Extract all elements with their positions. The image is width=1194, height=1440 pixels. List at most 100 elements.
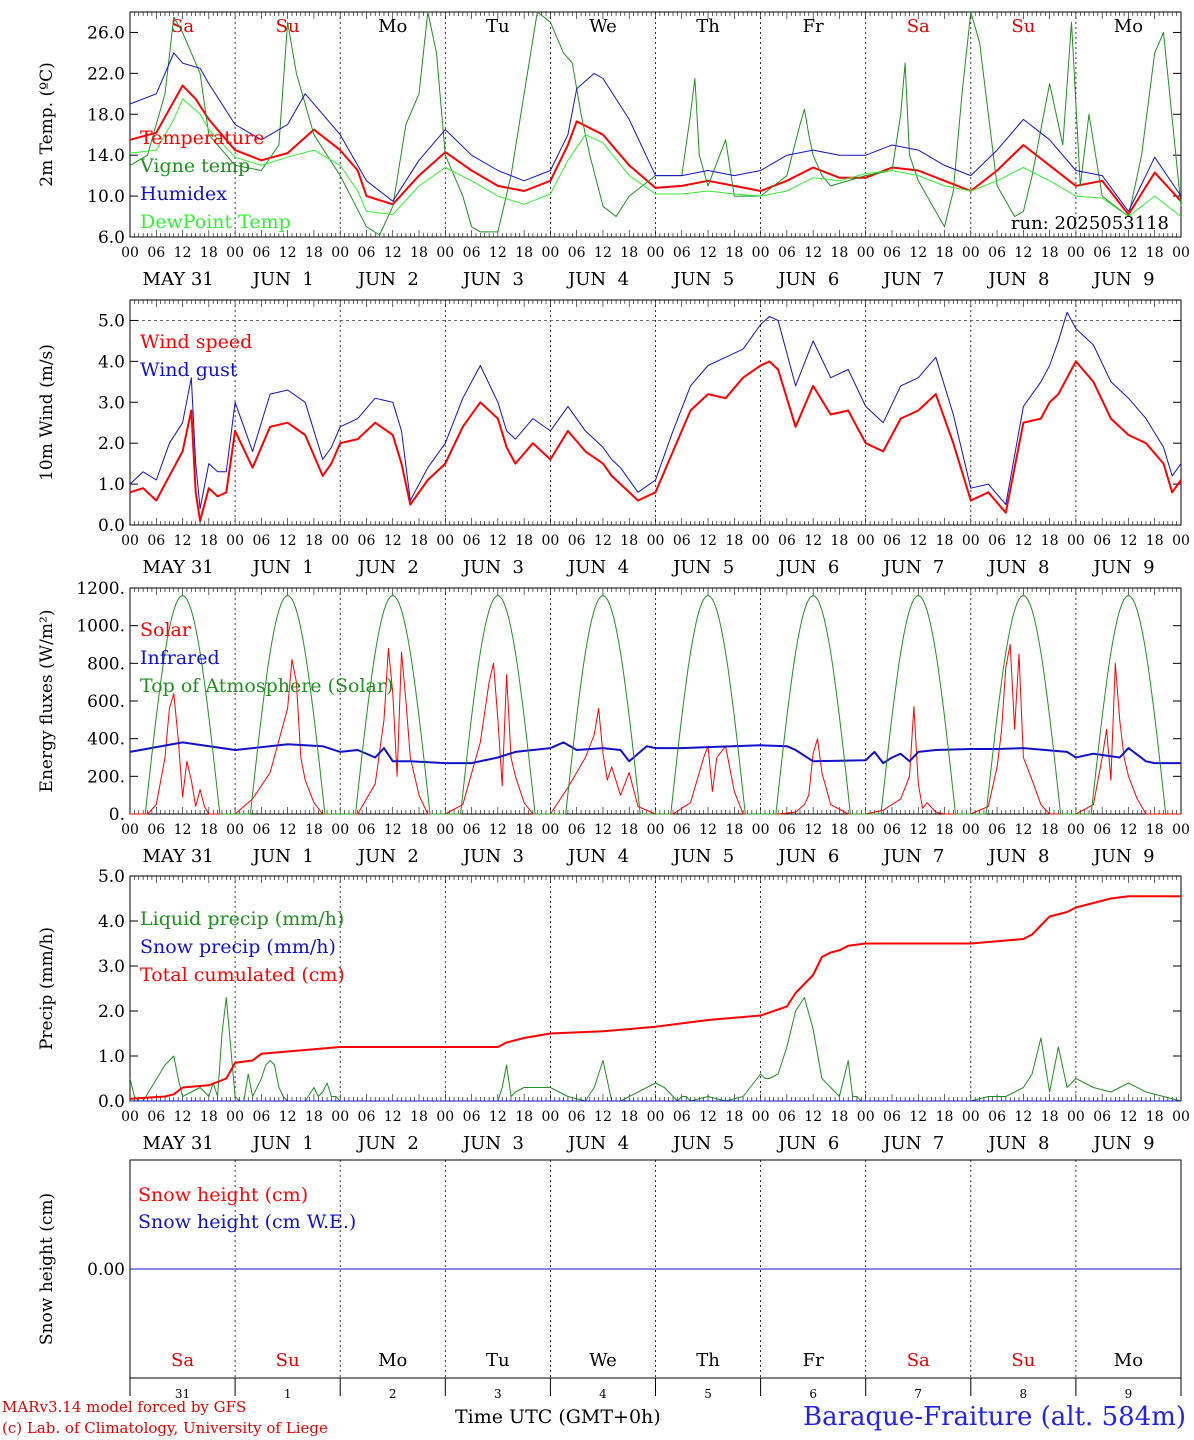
hour-label: 06 (1093, 1109, 1111, 1125)
hour-label: 00 (331, 822, 349, 838)
hour-label: 18 (200, 1109, 218, 1125)
hour-label: 06 (358, 245, 376, 261)
hour-label: 00 (752, 245, 770, 261)
hour-label: 12 (384, 822, 402, 838)
model-credit: MARv3.14 model forced by GFS (2, 1398, 247, 1416)
date-label: JUN 8 (986, 269, 1049, 290)
panel-5: 0.00 Snow height (cm) Snow height (cm) Snow… (37, 1159, 1182, 1401)
hour-label: 18 (831, 533, 849, 549)
plot-frame (129, 587, 1182, 815)
date-label: MAY 31 (143, 557, 214, 578)
hour-label: 18 (200, 822, 218, 838)
hour-label: 06 (883, 822, 901, 838)
weekday-label: Fr (803, 16, 824, 37)
hour-label: 00 (436, 1109, 454, 1125)
date-label: JUN 4 (566, 557, 629, 578)
hour-label: 12 (279, 822, 297, 838)
hour-label: 06 (673, 245, 691, 261)
hour-label: 18 (410, 822, 428, 838)
hour-label: 00 (121, 245, 139, 261)
hour-label: 06 (778, 245, 796, 261)
panel-2: 0.0 1.0 2.0 3.0 4.0 5.0 10m Wind (m/s) Wind spe… (37, 299, 1190, 578)
legend-entry: Humidex (140, 183, 227, 205)
date-label: JUN 5 (671, 846, 734, 867)
hour-label: 12 (1120, 822, 1138, 838)
y-tick-label: 4.0 (98, 352, 125, 372)
hour-label: 18 (515, 533, 533, 549)
hour-label: 18 (936, 822, 954, 838)
hour-label: 00 (541, 533, 559, 549)
hour-label: 00 (331, 245, 349, 261)
hour-label: 06 (147, 533, 165, 549)
hour-label: 18 (1146, 245, 1164, 261)
panel-4: 0.0 1.0 2.0 3.0 4.0 5.0 Precip (mm/h) Liquid pr… (37, 867, 1190, 1154)
hour-label: 06 (883, 245, 901, 261)
y-tick-label: 600. (87, 692, 125, 712)
hour-label: 12 (174, 1109, 192, 1125)
y-tick-label: 1.0 (98, 1047, 125, 1067)
hour-label: 18 (200, 533, 218, 549)
day-number: 9 (1125, 1387, 1133, 1401)
series-line-3-3 (144, 595, 1167, 815)
hour-label: 12 (384, 533, 402, 549)
hour-label: 06 (568, 822, 586, 838)
legend-entry: Top of Atmosphere (Solar) (140, 675, 393, 697)
legend-entry: Solar (140, 619, 192, 641)
date-label: JUN 9 (1092, 269, 1155, 290)
hour-label: 12 (1120, 1109, 1138, 1125)
hour-label: 00 (962, 245, 980, 261)
date-label: JUN 6 (776, 557, 839, 578)
hour-label: 18 (515, 245, 533, 261)
hour-label: 12 (909, 1109, 927, 1125)
hour-label: 06 (147, 1109, 165, 1125)
series-line-1-3 (129, 52, 1182, 212)
y-tick-label: 26.0 (87, 23, 125, 43)
day-number: 7 (914, 1387, 922, 1401)
hour-label: 12 (594, 1109, 612, 1125)
hour-label: 06 (988, 822, 1006, 838)
y-tick-label: 5.0 (98, 867, 125, 887)
legend-entry: DewPoint Temp (140, 211, 291, 233)
hour-label: 00 (331, 533, 349, 549)
date-label: JUN 8 (986, 557, 1049, 578)
hour-label: 18 (936, 533, 954, 549)
y-tick-label: 5.0 (98, 311, 125, 331)
y-tick-label: 1200. (76, 579, 125, 599)
weekday-label: Mo (378, 16, 407, 37)
hour-label: 06 (988, 533, 1006, 549)
hour-label: 12 (279, 245, 297, 261)
date-label: JUN 1 (251, 1133, 314, 1154)
panel-3: 0. 200. 400. 600. 800. 1000. 1200. Energy fluxe… (37, 579, 1190, 867)
hour-label: 12 (909, 533, 927, 549)
y-tick-label: 1.0 (98, 475, 125, 495)
series-line-3-2 (129, 741, 1181, 765)
y-tick-label: 200. (87, 767, 125, 787)
series-line-4-1 (129, 997, 1182, 1102)
time-axis-title: Time UTC (GMT+0h) (455, 1406, 661, 1428)
date-label: JUN 6 (776, 269, 839, 290)
hour-label: 12 (699, 1109, 717, 1125)
weekday-label: Tu (486, 16, 510, 37)
day-number: 3 (494, 1387, 502, 1401)
hour-label: 06 (463, 822, 481, 838)
hour-label: 00 (541, 822, 559, 838)
weekday-label: We (589, 1350, 617, 1371)
series-line-2-1 (129, 360, 1182, 522)
date-label: JUN 1 (251, 846, 314, 867)
y-tick-label: 6.0 (98, 228, 125, 248)
day-number: 31 (175, 1387, 190, 1401)
hour-label: 12 (699, 533, 717, 549)
hour-label: 00 (226, 1109, 244, 1125)
y-tick-label: 10.0 (87, 187, 125, 207)
hour-label: 18 (620, 1109, 638, 1125)
hour-label: 18 (620, 533, 638, 549)
hour-label: 00 (647, 245, 665, 261)
hour-label: 00 (436, 533, 454, 549)
hour-label: 00 (857, 822, 875, 838)
date-label: JUN 2 (356, 557, 419, 578)
y-axis-label: 2m Temp. (ºC) (37, 62, 57, 187)
hour-label: 00 (1067, 245, 1085, 261)
hour-label: 06 (358, 1109, 376, 1125)
weekday-label: Fr (803, 1350, 824, 1371)
hour-label: 06 (568, 245, 586, 261)
